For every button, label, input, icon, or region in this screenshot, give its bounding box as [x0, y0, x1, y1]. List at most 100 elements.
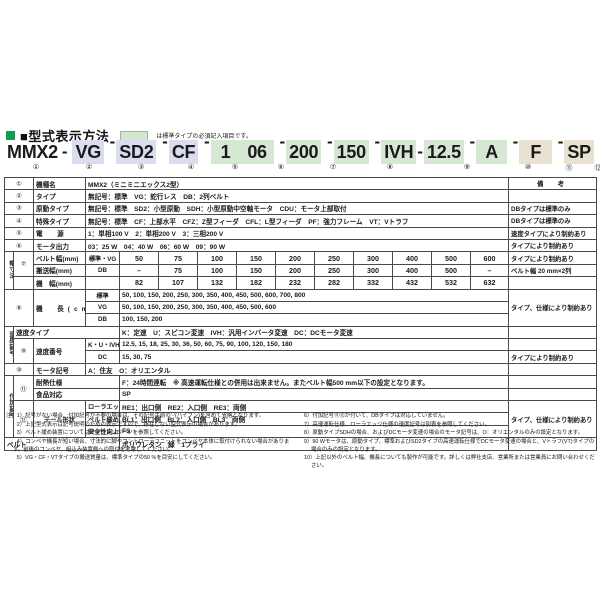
row-label: 原動タイプ [33, 201, 86, 216]
machine-width-cell: 332 [353, 276, 393, 290]
table-row: 機 幅(mm) 82 107 132 182 232 282 332 432 5… [5, 276, 598, 290]
row-label: 食品対応 [33, 387, 120, 402]
row-value: 12.5, 15, 18, 25, 30, 36, 50, 60, 75, 90… [118, 338, 510, 352]
row-sublabel: DC [85, 350, 120, 364]
row-remark [508, 375, 598, 389]
conveying-width-cell: – [119, 263, 159, 278]
footnote-item: 2）上記型式表示は記号説明のための表示ですので、存在しない型式表示の場合がありま… [6, 421, 241, 428]
row-index: ⑧ [4, 288, 34, 327]
row-sublabel: DB [85, 263, 120, 278]
belt-width-cell: 150 [236, 251, 276, 265]
code-index-9: ⑨ [463, 164, 471, 171]
machine-width-cell: 107 [158, 276, 198, 290]
row-remark [508, 437, 598, 451]
machine-width-cell: 232 [275, 276, 315, 290]
code-token-6: 06 [240, 140, 274, 164]
row-remark: ベルト幅 20 mm×2列 [508, 263, 598, 278]
row-remark: タイプにより制約あり [508, 251, 598, 265]
machine-width-cell: 282 [314, 276, 354, 290]
row-label: ベルト [4, 437, 120, 451]
row-label: モータ出力 [33, 238, 86, 253]
code-dash: - [369, 132, 381, 171]
table-row: ⑥ モータ出力 03：25 W 04：40 W 06：60 W 09：90 W … [4, 238, 598, 253]
row-value: 03：25 W 04：40 W 06：60 W 09：90 W [84, 238, 510, 253]
row-sublabel: DB [85, 313, 120, 327]
row-label: 機種名 [33, 176, 86, 191]
code-index-1: ① [32, 164, 40, 171]
footnote-item: 9）90 Wモータは、原動タイプ、標準およびSD2タイプの高速運転仕様でDCモー… [304, 438, 595, 453]
code-token-8: 150 [333, 140, 369, 164]
conveying-width-cell: 250 [314, 263, 354, 278]
row-index: ① [4, 176, 34, 191]
belt-width-cell: 500 [431, 251, 471, 265]
table-row: 搬送幅(mm) DB – 75 100 150 200 250 300 400 … [5, 263, 598, 278]
code-dash: - [417, 142, 423, 161]
belt-width-cell: 600 [469, 251, 510, 265]
code-dash: - [464, 132, 476, 171]
code-index-3: ③ [137, 164, 145, 171]
machine-width-cell: 82 [119, 276, 159, 290]
table-row: ⑧ 機 長(cm) 標準 50, 100, 150, 200, 250, 300… [4, 288, 598, 327]
row-remark: タイプ、仕様により制約あり [508, 400, 598, 439]
conveying-width-cell: 300 [353, 263, 393, 278]
belt-width-cell: 250 [314, 251, 354, 265]
table-row: ③ 原動タイプ 無記号：標準 SD2：小型原動 SDH：小型原動中空軸モータ C… [4, 201, 598, 216]
row-value: 無記号：標準 CF：上部水平 CFZ：Z型フィーダ CFL：L型フィーダ PF：… [84, 214, 510, 228]
row-value: 15, 30, 75 [118, 350, 510, 364]
code-index-10: ⑩ [524, 164, 532, 171]
row-label: モータ記号 [33, 362, 86, 377]
conveying-width-cell: – [469, 263, 510, 278]
code-token-10: 12.5 [423, 140, 464, 164]
code-dash: - [322, 132, 333, 171]
code-index-12: ⑫ [594, 165, 600, 172]
row-remark: DBタイプは標準のみ [508, 201, 598, 216]
row-remark [508, 362, 598, 377]
row-label: 速度タイプ [13, 325, 120, 340]
row-label: タイプ [33, 189, 86, 203]
row-label: ベルト幅(mm) [33, 251, 86, 265]
code-token-7: 200 [286, 140, 322, 164]
row-remark: 速度タイプにより制約あり [508, 226, 598, 240]
table-row: ⑩ モータ記号 A：住友 O：オリエンタル [4, 362, 598, 377]
row-label: 機 長(cm) [33, 288, 86, 327]
row-label: 速度番号 [33, 338, 86, 364]
row-sublabel: VG [85, 300, 120, 315]
code-dash: - [507, 132, 519, 171]
row-label: テール形状 [33, 400, 86, 439]
table-row: 食品対応 SP [5, 387, 598, 402]
row-sublabel: K・U・IVH [85, 338, 120, 352]
code-dash: - [274, 132, 286, 171]
row-sublabel: 安全性向上 [85, 424, 120, 439]
row-value: 無記号：標準 SD2：小型原動 SDH：小型原動中空軸モータ CDU：モータ上部… [84, 201, 510, 216]
code-index-4: ④ [187, 164, 195, 171]
footnote-item: 6）付加記号⑪⑫が付いて、DBタイプは対応していません。 [304, 413, 449, 419]
row-remark [508, 338, 598, 352]
row-sublabel: 標準・VG [85, 251, 120, 265]
row-label: 搬送幅(mm) [33, 263, 86, 278]
code-index-2: ② [85, 164, 93, 171]
conveying-width-cell: 200 [275, 263, 315, 278]
code-token-4: CF [168, 140, 199, 164]
row-value: 50, 100, 150, 200, 250, 300, 350, 400, 4… [118, 288, 510, 302]
table-row: VG 50, 100, 150, 200, 250, 300, 350, 400… [5, 300, 597, 315]
code-token-5: 1 [210, 140, 241, 164]
code-dash: - [61, 142, 68, 161]
specification-table: ① 機種名 MMX2（ミニミニエックス2型） 備 考 ② タイプ 無記号：標準 … [4, 176, 598, 451]
belt-width-cell: 300 [353, 251, 393, 265]
row-sublabel: 標準 [85, 288, 120, 302]
row-index: ⑩ [4, 362, 34, 377]
footnotes-right-column: 6）付加記号⑪⑫が付いて、DBタイプは対応していません。 7）高速運転仕様、ロー… [304, 412, 596, 471]
row-sublabel: ベルト緩め装置 [85, 412, 120, 426]
table-row: ④ 特殊タイプ 無記号：標準 CF：上部水平 CFZ：Z型フィーダ CFL：L型… [4, 214, 598, 228]
footnote-item: 5）VG・CF・VTタイプの搬送質量は、標準タイプの50 %を目安にしてください… [6, 455, 216, 461]
row-value: K：定速 U：スピコン変速 IVH：汎用インバータ変速 DC：DCモータ変速 [118, 325, 510, 340]
code-token-3: SD2 [116, 140, 157, 164]
footnotes-left-column: 注：1）記号がない場合、付加記号が不要の場合は、その記号手前の‘-’(ハイフン)… [6, 412, 298, 471]
row-index: ④ [4, 214, 34, 228]
legend-chip-icon [120, 130, 149, 141]
code-dash: - [104, 132, 116, 171]
conveying-width-cell: 150 [236, 263, 276, 278]
row-value: A：住友 O：オリエンタル [84, 362, 510, 377]
conveying-width-cell: 100 [197, 263, 237, 278]
